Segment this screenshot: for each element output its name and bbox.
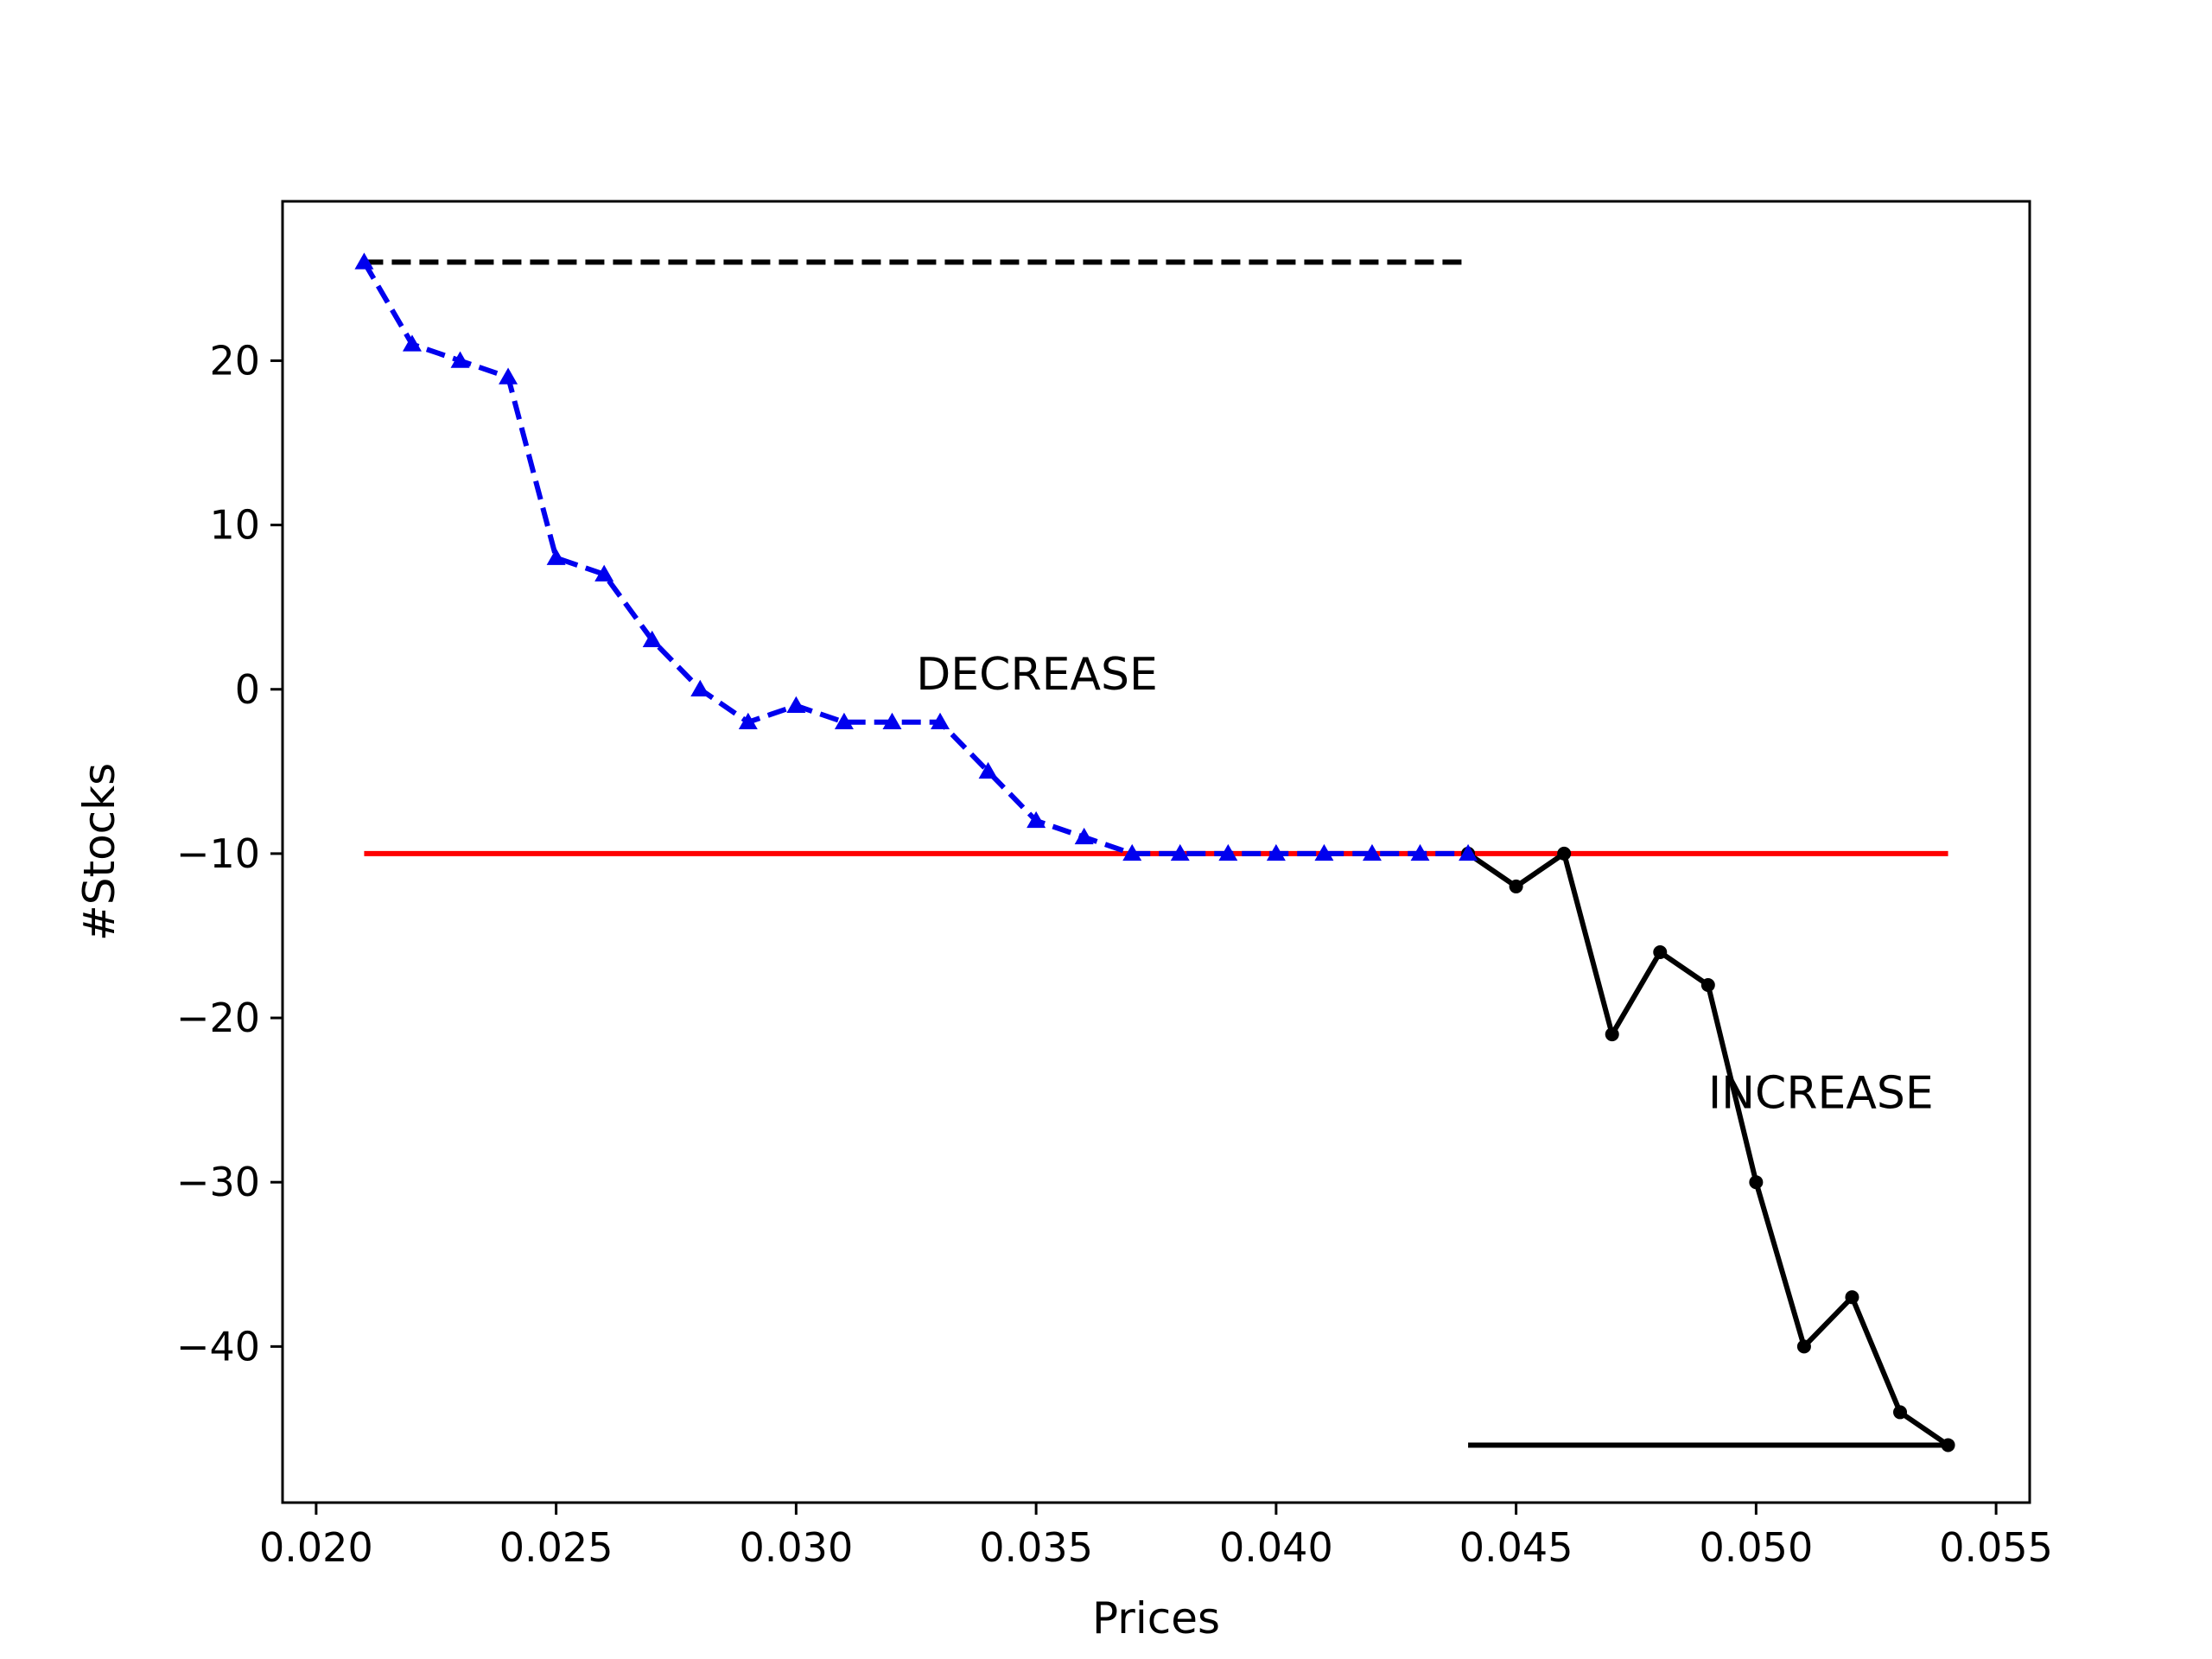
triangle-marker (882, 712, 902, 730)
y-axis-label: #Stocks (74, 763, 124, 941)
y-tick-label: −10 (176, 830, 260, 877)
marker-layer (354, 252, 1955, 1452)
x-tick-label: 0.055 (1939, 1524, 2053, 1571)
triangle-marker (690, 679, 710, 696)
dot-marker (1557, 846, 1572, 861)
x-tick-label: 0.020 (259, 1524, 373, 1571)
triangle-marker (499, 367, 518, 385)
y-tick-label: −30 (176, 1159, 260, 1205)
triangle-marker (546, 548, 566, 565)
triangle-marker (450, 351, 470, 368)
triangle-marker (354, 252, 374, 270)
series-line (1466, 850, 1950, 1447)
dot-marker (1509, 879, 1523, 893)
y-tick-label: 10 (209, 502, 260, 549)
triangle-marker (1122, 843, 1142, 861)
annotation-label: INCREASE (1708, 1068, 1934, 1120)
triangle-marker (642, 630, 662, 647)
triangle-marker (1459, 843, 1478, 861)
series-layer (361, 259, 1950, 1448)
series-line (361, 260, 1469, 856)
y-tick-label: 0 (235, 666, 260, 713)
dot-marker (1653, 944, 1668, 959)
triangle-marker (931, 712, 950, 730)
x-axis-label: Prices (1092, 1593, 1220, 1643)
dot-marker (1941, 1438, 1955, 1452)
triangle-marker (738, 712, 758, 730)
triangle-marker (1362, 843, 1382, 861)
triangle-marker (1027, 810, 1046, 829)
y-tick-label: −40 (176, 1323, 260, 1370)
y-tick-label: −20 (176, 995, 260, 1041)
triangle-marker (1266, 843, 1286, 861)
triangle-marker (1314, 843, 1334, 861)
y-tick-label: 20 (209, 337, 260, 384)
x-tick-label: 0.045 (1459, 1524, 1573, 1571)
dot-marker (1845, 1290, 1859, 1305)
tick-layer: 0.020 0.025 0.030 0.035 0.040 0.045 0.050 0.055… (176, 337, 2053, 1571)
plot-frame (281, 200, 2031, 1504)
triangle-marker (834, 712, 854, 730)
x-tick-label: 0.025 (499, 1524, 613, 1571)
triangle-marker (1170, 843, 1190, 861)
triangle-marker (1410, 843, 1430, 861)
dot-marker (1893, 1405, 1908, 1420)
triangle-marker (1074, 827, 1094, 845)
dot-marker (1700, 978, 1715, 993)
x-tick-label: 0.040 (1219, 1524, 1333, 1571)
triangle-marker (978, 761, 998, 779)
triangle-marker (786, 696, 806, 714)
annotation-label: DECREASE (916, 649, 1158, 701)
x-tick-label: 0.035 (979, 1524, 1093, 1571)
annotation-layer: DECREASE INCREASE (916, 649, 1934, 1120)
triangle-marker (402, 334, 422, 352)
x-tick-label: 0.030 (740, 1524, 854, 1571)
x-tick-label: 0.050 (1700, 1524, 1814, 1571)
dot-marker (1796, 1339, 1811, 1354)
dot-marker (1605, 1027, 1619, 1042)
triangle-marker (1218, 843, 1238, 861)
dot-marker (1749, 1175, 1764, 1190)
triangle-marker (594, 564, 614, 582)
